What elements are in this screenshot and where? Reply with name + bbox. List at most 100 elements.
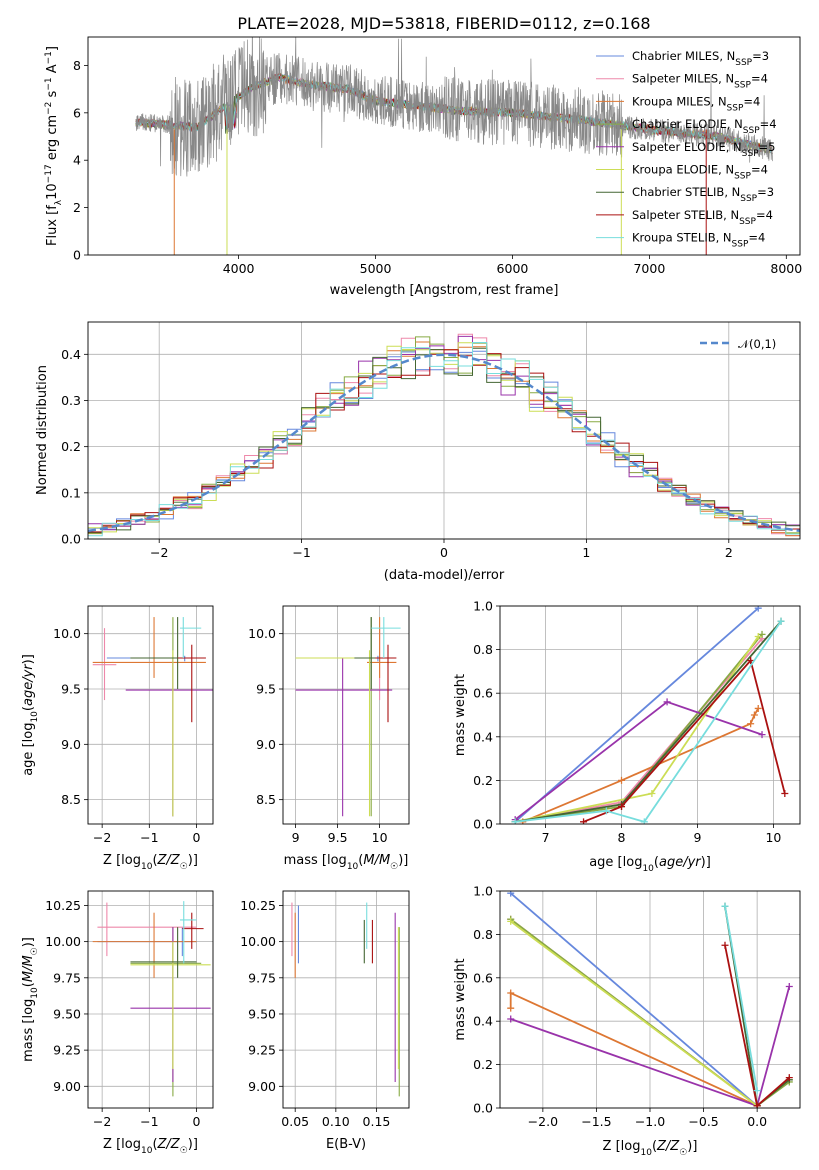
y-tick-label: 10.00 [240,934,276,949]
legend-entry: 𝒩(0,1) [738,337,776,351]
plot-area [135,37,773,255]
x-tick-label: 7000 [633,261,665,276]
mass-weight-line [724,906,758,1091]
data-point [618,803,626,811]
y-tick-label: 4 [73,153,81,168]
y-tick-label: 1.0 [473,884,493,899]
data-point [758,731,766,739]
data-point [747,720,755,728]
legend-entry: Kroupa MILES, NSSP=4 [632,94,760,113]
plot-area [92,617,213,817]
x-tick-label: −2 [93,1114,111,1129]
data-point [507,1004,515,1012]
panel-mass-vs-Z: −2 −1 0 9.00 9.25 9.50 9.75 10.00 10.25 Z [log10(… [21,890,214,1156]
y-axis-label: mass [log10(M/M☉)] [21,937,40,1062]
x-tick-label: −2 [150,545,168,560]
x-tick-label: 8 [618,830,626,845]
x-tick-label: 7 [542,830,550,845]
legend-entry: Kroupa ELODIE, NSSP=4 [632,163,768,182]
x-tick-label: 8000 [770,261,802,276]
y-tick-label: 0.2 [473,1057,493,1072]
axes-frame [282,890,410,1109]
y-axis-label: Normed distribution [35,365,50,495]
data-point [507,917,515,925]
y-tick-label: 6 [73,105,81,120]
x-tick-label: −2 [93,830,111,845]
y-axis-label: mass weight [453,958,468,1040]
x-axis-label: Z [log10(Z/Z☉)] [603,1139,698,1158]
x-tick-label: 9 [292,830,300,845]
x-tick-label: 1 [582,545,590,560]
y-tick-label: 0.0 [61,532,81,547]
axes-frame [87,605,214,825]
normal-curve [88,353,800,533]
data-point [511,818,519,824]
y-tick-label: 10.25 [240,898,276,913]
x-tick-label: 10 [372,830,388,845]
y-axis-label: mass weight [453,674,468,756]
x-tick-label: 0.10 [322,1114,350,1129]
axes-frame [87,890,214,1109]
x-tick-label: −1 [140,830,158,845]
panel-age-vs-mass: 9 9.5 10 8.5 9.0 9.5 10.0 mass [log10(M/M☉)] [248,605,410,872]
data-point [758,630,766,638]
x-tick-label: 10 [765,830,781,845]
histogram-step [88,349,800,533]
data-point [721,941,729,949]
plot-area [507,891,793,1108]
y-tick-label: 9.00 [53,1079,81,1094]
axes-frame [87,36,801,256]
y-tick-label: 9.75 [53,970,81,985]
axes-frame [499,605,801,825]
legend-entry: Salpeter ELODIE, NSSP=5 [632,140,775,159]
legend: 𝒩(0,1) [700,337,776,351]
y-tick-label: 0.1 [61,485,81,500]
panel-residuals: −2 −1 0 1 2 0.0 0.1 0.2 0.3 0.4 (data-model)/error… [35,321,801,583]
x-axis-label: mass [log10(M/M☉)] [284,853,409,872]
y-tick-label: 9.0 [256,737,276,752]
x-tick-label: 4000 [223,261,255,276]
y-tick-label: 0.6 [473,686,493,701]
y-tick-label: 0.4 [473,1014,493,1029]
panel-spectrum: 4000 5000 6000 7000 8000 0 2 4 6 8 wavelength [Ang… [44,36,802,298]
y-tick-label: 0.0 [473,817,493,832]
y-tick-label: 10.0 [53,626,81,641]
y-tick-label: 9.50 [248,1006,276,1021]
y-tick-label: 8 [73,58,81,73]
x-tick-label: −0.5 [688,1114,718,1129]
legend-entry: Chabrier ELODIE, NSSP=4 [632,117,777,136]
y-tick-label: 9.50 [53,1006,81,1021]
x-tick-label: 2 [725,545,733,560]
plot-area [295,617,401,817]
y-tick-label: 0.2 [61,439,81,454]
legend-entry: Salpeter STELIB, NSSP=4 [632,208,773,227]
y-axis-label: age [log10(age/yr)] [21,654,40,776]
y-tick-label: 0.4 [61,347,81,362]
y-tick-label: 9.25 [53,1043,81,1058]
mass-weight-line [510,892,758,1107]
data-point [602,807,610,815]
axes-frame [87,321,801,540]
x-tick-label: 0 [440,545,448,560]
panel-massweight-vs-Z: −2.0 −1.5 −1.0 −0.5 0.0 0.0 0.2 0.4 0.6 0.8 1.0 Z [… [453,884,801,1158]
figure-title: PLATE=2028, MJD=53818, FIBERID=0112, z=0… [237,14,650,33]
x-axis-label: (data-model)/error [384,568,505,583]
data-point [507,989,515,997]
y-tick-label: 10.0 [248,626,276,641]
legend-entry: Chabrier MILES, NSSP=3 [632,49,769,68]
y-tick-label: 9.0 [61,737,81,752]
x-tick-label: 5000 [360,261,392,276]
data-point [618,776,626,784]
x-axis-label: Z [log10(Z/Z☉)] [103,1137,198,1156]
y-tick-label: 10.00 [45,934,81,949]
y-tick-label: 9.00 [248,1079,276,1094]
data-point [663,698,671,706]
panel-massweight-vs-age: 7 8 9 10 0.0 0.2 0.4 0.6 0.8 1.0 age [log10(age/yr… [453,599,801,874]
y-tick-label: 8.5 [61,792,81,807]
y-tick-label: 8.5 [256,792,276,807]
y-tick-label: 9.25 [248,1043,276,1058]
data-point [753,1102,761,1108]
data-point [640,818,648,824]
panel-age-vs-Z: −2 −1 0 8.5 9.0 9.5 10.0 Z [log10(Z/Z☉)] age [lo… [21,605,214,872]
data-point [753,1087,761,1095]
